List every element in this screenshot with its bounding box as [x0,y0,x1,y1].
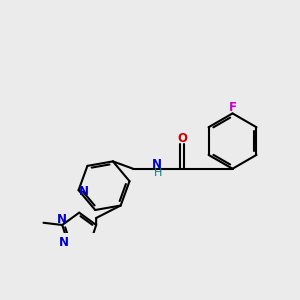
Text: N: N [152,158,162,171]
Text: N: N [79,185,89,199]
Text: O: O [177,132,187,145]
Text: F: F [229,101,236,114]
Text: H: H [153,168,162,178]
Text: N: N [57,213,67,226]
Text: N: N [59,236,69,249]
